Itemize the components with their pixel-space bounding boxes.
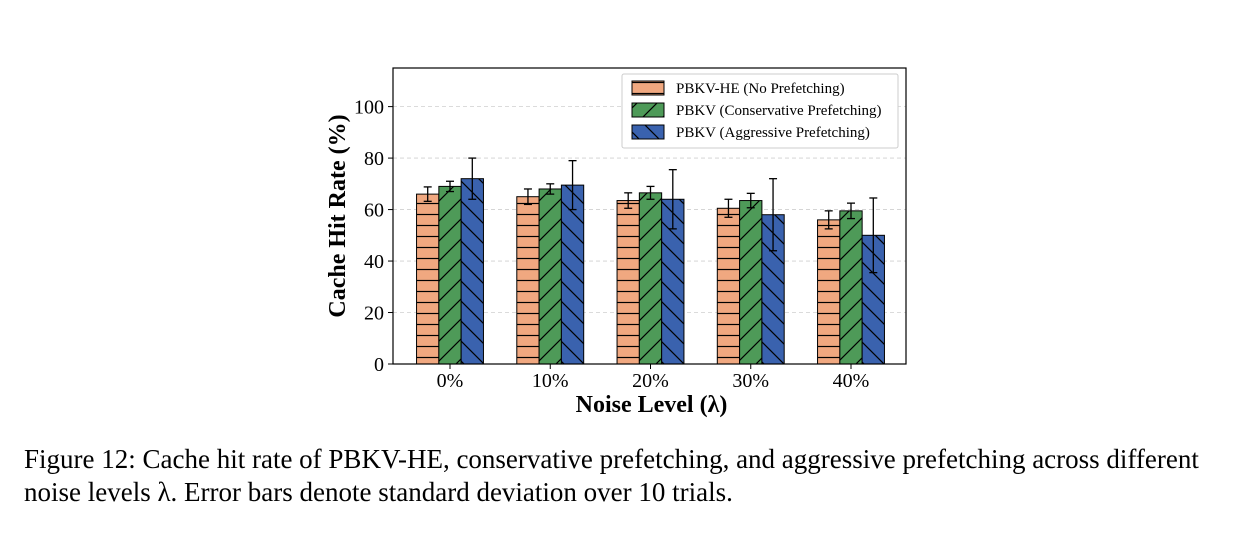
bar bbox=[739, 200, 763, 365]
y-tick-label: 60 bbox=[364, 200, 384, 222]
error-bar bbox=[568, 160, 577, 211]
bar-hatch bbox=[516, 196, 540, 365]
caption-label: Figure 12: bbox=[24, 444, 136, 474]
bar bbox=[516, 196, 540, 365]
error-bar bbox=[423, 186, 432, 202]
bar bbox=[661, 198, 685, 365]
bar bbox=[716, 207, 741, 365]
x-tick-label: 0% bbox=[437, 370, 464, 392]
error-bar bbox=[869, 197, 878, 274]
bars bbox=[416, 178, 885, 365]
legend: PBKV-HE (No Prefetching) PBKV (Conservati… bbox=[621, 73, 899, 149]
bar bbox=[416, 193, 440, 365]
error-bar bbox=[446, 180, 454, 193]
legend-label: PBKV (Aggressive Prefetching) bbox=[676, 125, 870, 141]
error-bar bbox=[824, 210, 833, 230]
chart: 0 20 40 60 80 100 0% 10% 20% 30% 40% Noise Level … bbox=[325, 67, 907, 418]
bar-hatch bbox=[538, 188, 562, 365]
error-bar bbox=[746, 192, 755, 209]
y-axis-label: Cache Hit Rate (%) bbox=[325, 114, 351, 317]
x-axis-label: Noise Level (λ) bbox=[576, 392, 728, 418]
error-bars bbox=[423, 157, 878, 274]
bar-hatch bbox=[616, 200, 640, 365]
bar-hatch bbox=[739, 200, 763, 365]
bar-hatch bbox=[460, 178, 484, 365]
bar bbox=[438, 185, 462, 365]
bar-hatch bbox=[716, 207, 741, 365]
bar bbox=[460, 178, 484, 365]
error-bar bbox=[646, 185, 655, 200]
error-bar bbox=[468, 157, 477, 200]
bar bbox=[861, 234, 885, 365]
plot-area-frame bbox=[392, 67, 907, 365]
x-tick-label: 10% bbox=[532, 370, 569, 392]
x-tick-label: 30% bbox=[732, 370, 769, 392]
bar bbox=[616, 200, 640, 365]
x-axis-ticks: 0% 10% 20% 30% 40% bbox=[437, 364, 870, 392]
caption-text: Cache hit rate of PBKV-HE, conservative … bbox=[24, 444, 1199, 507]
y-tick-label: 20 bbox=[364, 303, 384, 325]
bar-hatch bbox=[438, 185, 462, 365]
figure-caption: Figure 12: Cache hit rate of PBKV-HE, co… bbox=[24, 443, 1219, 509]
legend-box bbox=[621, 73, 899, 149]
error-bar bbox=[668, 169, 677, 230]
legend-label: PBKV-HE (No Prefetching) bbox=[676, 81, 845, 97]
bar-hatch bbox=[638, 192, 663, 365]
legend-item: PBKV (Conservative Prefetching) bbox=[631, 102, 882, 119]
error-bar bbox=[847, 202, 855, 220]
y-tick-label: 80 bbox=[364, 148, 384, 170]
bar bbox=[638, 192, 663, 365]
x-tick-label: 20% bbox=[632, 370, 669, 392]
y-tick-label: 40 bbox=[364, 251, 384, 273]
x-tick-label: 40% bbox=[833, 370, 870, 392]
bar-hatch bbox=[839, 210, 863, 365]
error-bar bbox=[724, 198, 733, 218]
error-bar bbox=[624, 192, 633, 209]
bar bbox=[839, 210, 863, 365]
y-tick-label: 0 bbox=[374, 354, 384, 376]
error-bar bbox=[769, 178, 778, 252]
legend-label: PBKV (Conservative Prefetching) bbox=[676, 103, 882, 119]
legend-item: PBKV-HE (No Prefetching) bbox=[631, 80, 845, 97]
y-tick-label: 100 bbox=[354, 97, 384, 119]
bar bbox=[817, 219, 841, 365]
legend-item: PBKV (Aggressive Prefetching) bbox=[631, 124, 870, 141]
bar bbox=[560, 184, 585, 365]
error-bar bbox=[546, 183, 555, 195]
bar bbox=[538, 188, 562, 365]
error-bar bbox=[523, 188, 532, 206]
bar-hatch bbox=[560, 184, 585, 365]
y-axis-ticks: 0 20 40 60 80 100 bbox=[354, 97, 393, 376]
bar-hatch bbox=[817, 219, 841, 365]
bar-hatch bbox=[416, 193, 440, 365]
